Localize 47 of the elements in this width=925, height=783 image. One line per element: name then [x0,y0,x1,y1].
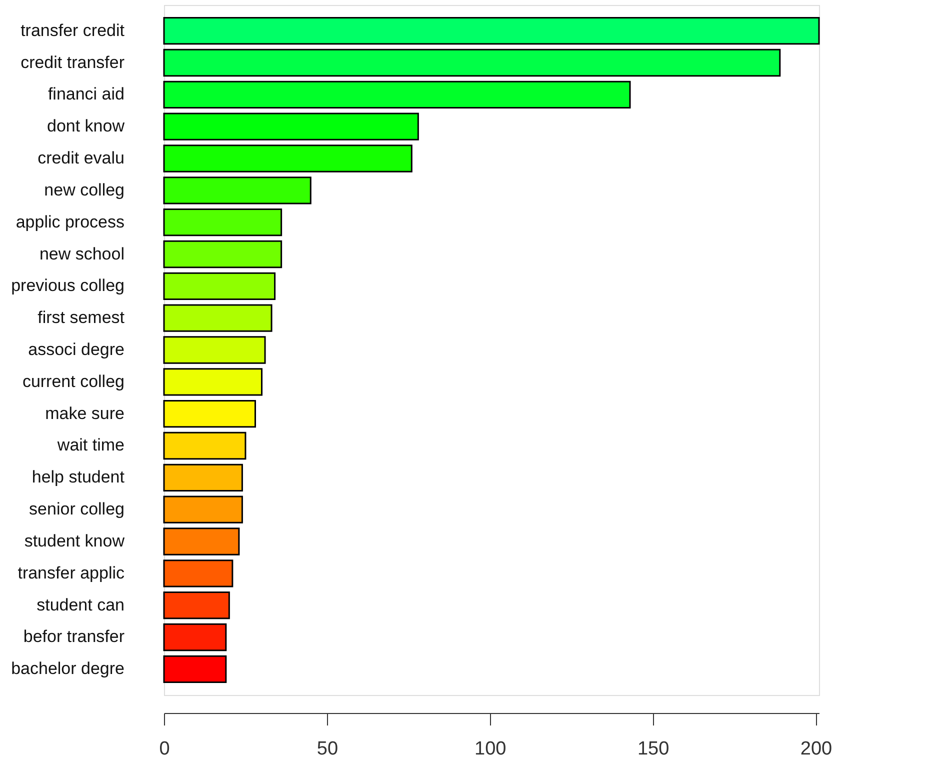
bar [163,112,419,140]
y-tick-label: befor transfer [23,627,125,646]
bar [163,272,276,300]
bar [163,304,272,332]
y-tick-label: financi aid [48,84,124,104]
bar [163,144,412,172]
bar [163,48,781,77]
x-tick-label: 50 [316,738,338,760]
bar [163,655,227,683]
bar [163,432,246,460]
y-tick-label: dont know [47,116,126,136]
bar [163,240,282,268]
bar [163,528,240,556]
y-tick-label: credit evalu [38,148,124,168]
bar [163,400,256,428]
bar [163,623,227,652]
bar [163,176,312,204]
y-tick-label: previous colleg [11,276,124,296]
bar [163,464,243,492]
x-tick-label: 150 [637,738,670,760]
x-tick-label: 100 [474,738,506,760]
y-tick-label: applic process [16,212,124,232]
x-tick-label: 200 [800,738,832,760]
bar [163,336,266,364]
y-tick-label: make sure [45,404,124,423]
y-tick-label: bachelor degre [11,659,124,678]
bar [163,591,230,620]
bar [163,17,820,45]
bar [163,368,263,396]
y-tick-label: transfer applic [18,563,125,582]
y-tick-label: first semest [38,308,125,328]
bar [163,208,282,236]
y-tick-label: associ degre [28,340,124,359]
y-tick-label: wait time [56,436,124,455]
y-tick-label: new school [39,244,124,264]
y-tick-label: credit transfer [20,52,125,72]
bar [163,496,243,524]
y-tick-label: help student [32,468,125,487]
x-tick-label: 0 [159,738,170,760]
y-tick-label: transfer credit [20,20,125,40]
bar [163,560,234,588]
y-tick-label: current colleg [22,372,124,391]
bar [163,80,631,109]
y-tick-label: new colleg [44,180,124,200]
y-tick-label: student can [36,595,124,614]
y-tick-label: senior colleg [29,500,124,519]
y-tick-label: student know [24,531,126,550]
